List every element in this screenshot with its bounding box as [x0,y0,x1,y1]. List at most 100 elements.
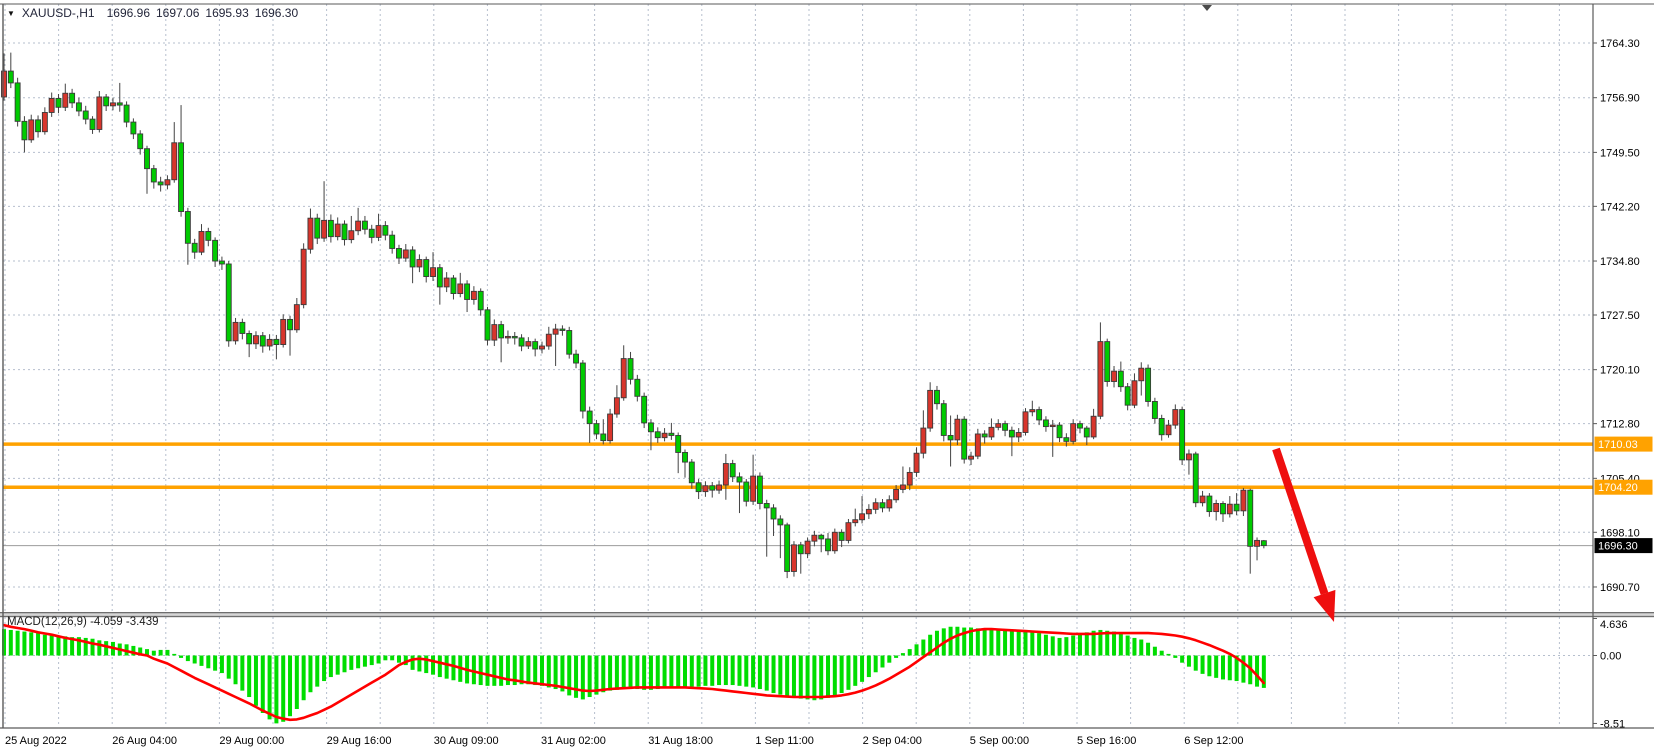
candle-body [995,423,1002,428]
candle-body [477,290,484,311]
candle-body [934,389,940,405]
time-axis-label: 6 Sep 12:00 [1184,735,1243,747]
macd-hist-bar [315,655,320,687]
candle-body [239,321,246,334]
macd-hist-bar [669,655,674,688]
macd-hist-bar [996,629,1001,656]
candle-body [450,277,457,294]
candle-body [157,181,164,186]
candle-body [532,341,539,350]
candle-body [722,463,729,486]
candle-body [593,423,600,435]
candle-body [246,333,253,345]
candle-body [334,223,341,238]
candle-body [573,353,579,364]
macd-hist-bar [1146,642,1151,656]
macd-hist-bar [955,626,960,656]
time-axis-label: 30 Aug 09:00 [434,735,499,747]
macd-hist-bar [948,626,953,656]
candle-body [927,389,934,429]
macd-hist-bar [1050,636,1055,656]
candle-body [729,463,736,478]
macd-hist-bar [1098,629,1103,656]
symbol-dropdown-icon[interactable]: ▼ [7,8,15,18]
macd-hist-bar [362,655,367,667]
macd-hist-bar [131,645,136,656]
macd-hist-bar [158,649,163,656]
macd-hist-bar [1105,630,1110,656]
macd-hist-bar [1009,630,1014,656]
macd-hist-bar [900,653,905,656]
macd-hist-bar [1016,631,1021,656]
panel-separator [0,615,1654,618]
candle-body [736,476,743,483]
macd-hist-bar [390,655,395,661]
macd-hist-bar [22,631,27,656]
macd-hist-bar [1091,630,1096,656]
candle-body [579,362,586,412]
macd-hist-bar [1152,646,1157,656]
candle-body [695,482,702,493]
candle-body [620,358,627,399]
candle-body [961,418,968,460]
macd-hist-bar [689,655,694,687]
macd-hist-bar [349,655,354,670]
macd-hist-bar [567,655,572,696]
candle-body [518,337,525,347]
macd-hist-bar [832,655,837,696]
candle-body [48,97,55,113]
macd-hist-bar [853,655,858,686]
candle-body [661,432,668,439]
candle-body [872,502,879,510]
candle-body [382,225,389,236]
macd-hist-bar [785,655,790,697]
macd-hist-bar [1241,655,1246,683]
panel-separator[interactable] [0,612,1654,614]
candle-body [103,96,110,107]
macd-hist-bar [410,655,415,670]
chart-shift-marker-icon[interactable] [1202,5,1212,11]
macd-axis-label: 0.00 [1600,651,1621,663]
candle-body [688,461,695,484]
macd-signal-line [2,623,1266,722]
macd-hist-bar [417,655,422,672]
macd-hist-bar [894,655,899,658]
macd-hist-bar [975,628,980,656]
price-axis-label: 1749.50 [1600,147,1640,159]
macd-hist-bar [608,655,613,691]
candle-body [865,508,872,515]
macd-hist-bar [798,655,803,699]
candle-body [1206,495,1213,513]
candle-body [266,338,273,347]
macd-hist-bar [206,655,211,669]
candle-body [940,403,947,436]
ohlc-close: 1696.30 [254,6,299,20]
macd-hist-bar [1173,655,1178,658]
candle-body [368,228,375,238]
candle-body [116,102,123,106]
price-axis-label: 1742.20 [1600,201,1640,213]
macd-hist-bar [403,655,408,666]
candle-body [920,427,927,454]
macd-hist-bar [288,655,293,717]
sell-arrow-annotation[interactable] [1272,447,1336,622]
candle-body [1172,409,1179,426]
macd-hist-bar [710,655,715,686]
macd-hist-bar [928,634,933,656]
chart-title-bar: ▼ XAUUSD-,H1 1696.96 1697.06 1695.93 169… [7,6,298,20]
macd-hist-bar [42,634,47,656]
candle-body [1083,427,1090,438]
candle-body [470,290,477,300]
macd-hist-bar [574,655,579,698]
candle-body [232,321,239,342]
candle-body [1070,423,1077,442]
macd-indicator-label: MACD(12,26,9) -4.059 -3.439 [7,616,159,628]
candle-body [1124,386,1131,406]
candle-body [899,484,906,490]
svg-text:1704.20: 1704.20 [1598,482,1638,494]
macd-hist-bar [1043,634,1048,656]
macd-hist-bar [213,655,218,671]
macd-axis-label: -8.51 [1600,718,1625,730]
